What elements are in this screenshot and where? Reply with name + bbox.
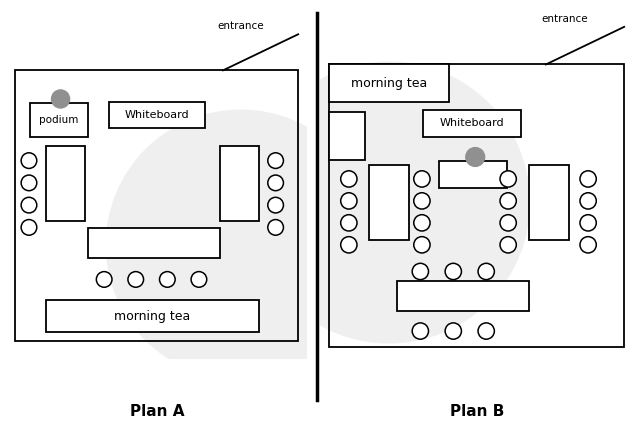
Circle shape xyxy=(580,215,596,231)
Bar xyxy=(529,165,570,240)
Text: entrance: entrance xyxy=(541,14,588,24)
Text: podium: podium xyxy=(39,115,79,125)
Circle shape xyxy=(466,147,484,167)
Bar xyxy=(109,102,205,127)
Circle shape xyxy=(580,171,596,187)
Circle shape xyxy=(268,175,284,191)
Text: entrance: entrance xyxy=(218,21,264,31)
Circle shape xyxy=(414,171,430,187)
Circle shape xyxy=(500,215,516,231)
Circle shape xyxy=(445,263,461,279)
Circle shape xyxy=(412,323,429,339)
Circle shape xyxy=(21,153,36,168)
Text: Plan A: Plan A xyxy=(129,403,184,419)
Circle shape xyxy=(21,219,36,235)
Circle shape xyxy=(51,90,70,108)
Circle shape xyxy=(478,323,494,339)
Text: morning tea: morning tea xyxy=(114,310,191,323)
Circle shape xyxy=(445,323,461,339)
Circle shape xyxy=(500,193,516,209)
Circle shape xyxy=(21,175,36,191)
Circle shape xyxy=(414,237,430,253)
Text: Whiteboard: Whiteboard xyxy=(440,118,504,128)
Circle shape xyxy=(106,109,376,380)
Circle shape xyxy=(191,272,207,287)
Bar xyxy=(88,228,220,259)
Bar xyxy=(397,281,529,311)
Circle shape xyxy=(414,215,430,231)
Circle shape xyxy=(268,219,284,235)
Circle shape xyxy=(97,272,112,287)
Circle shape xyxy=(580,193,596,209)
Circle shape xyxy=(340,237,357,253)
Circle shape xyxy=(159,272,175,287)
Circle shape xyxy=(268,153,284,168)
Circle shape xyxy=(500,237,516,253)
Circle shape xyxy=(412,263,429,279)
Circle shape xyxy=(340,193,357,209)
Circle shape xyxy=(340,171,357,187)
Circle shape xyxy=(128,272,143,287)
Bar xyxy=(330,64,449,102)
Circle shape xyxy=(21,197,36,213)
Bar xyxy=(330,112,365,160)
Bar xyxy=(369,165,410,240)
Circle shape xyxy=(580,237,596,253)
Circle shape xyxy=(500,171,516,187)
Circle shape xyxy=(478,263,494,279)
Text: Whiteboard: Whiteboard xyxy=(125,110,189,120)
Bar xyxy=(45,300,259,332)
Circle shape xyxy=(340,215,357,231)
Circle shape xyxy=(268,197,284,213)
Circle shape xyxy=(248,61,530,344)
Bar xyxy=(45,146,84,221)
Text: morning tea: morning tea xyxy=(351,77,427,90)
Circle shape xyxy=(414,193,430,209)
Bar xyxy=(31,104,88,137)
Bar xyxy=(424,110,521,137)
Bar xyxy=(220,146,259,221)
Text: Plan B: Plan B xyxy=(450,403,504,419)
Bar xyxy=(439,161,507,188)
